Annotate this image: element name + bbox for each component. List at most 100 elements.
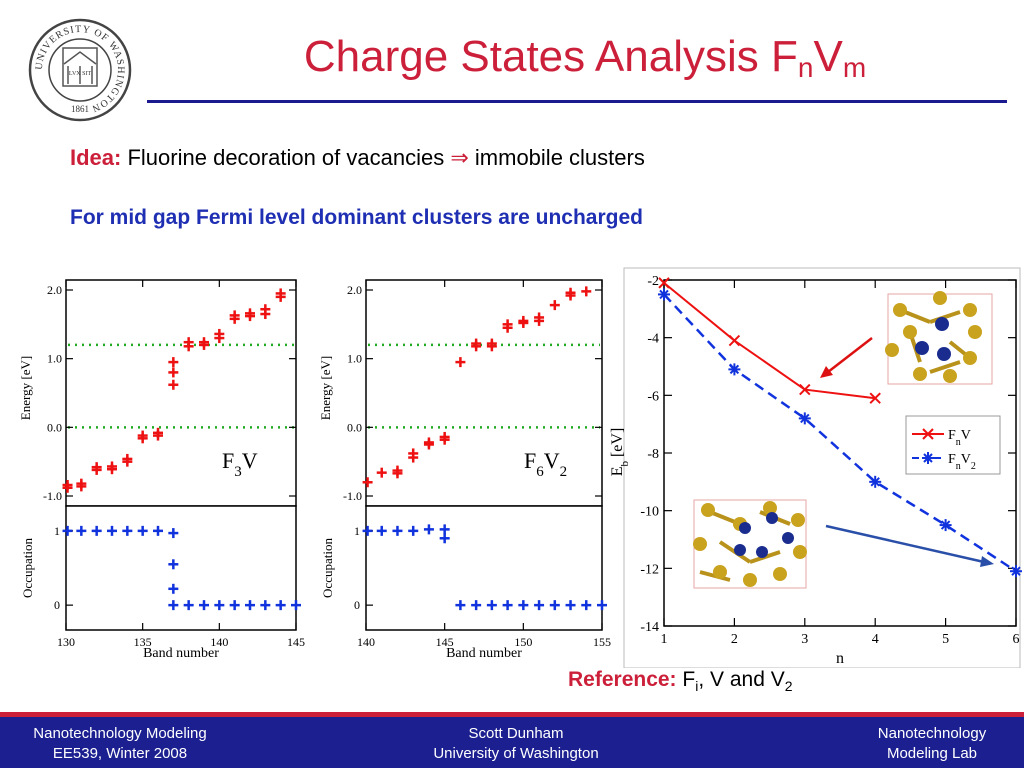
energy-level-marker bbox=[153, 430, 163, 441]
energy-level-marker bbox=[168, 379, 179, 390]
footer-author: Scott Dunham University of Washington bbox=[433, 725, 599, 762]
eb-ytick-label: -12 bbox=[640, 562, 659, 577]
series-point-fnv2 bbox=[658, 288, 670, 301]
energy-level-marker bbox=[122, 456, 133, 467]
seal-motto: LVX SIT bbox=[69, 71, 92, 77]
energy-level-marker bbox=[565, 287, 576, 298]
f6v2-energy-plot: -1.0 0.0 1.0 2.0 bbox=[343, 283, 602, 503]
occupation-marker bbox=[168, 528, 179, 539]
energy-level-marker bbox=[183, 337, 194, 348]
occupation-marker bbox=[168, 583, 179, 594]
f6v2-xlabel: Band number bbox=[446, 646, 522, 661]
occupation-marker bbox=[376, 525, 387, 536]
idea-line: Idea: Fluorine decoration of vacancies ⇒… bbox=[70, 145, 645, 171]
occupation-marker bbox=[260, 600, 271, 611]
series-point-fnv bbox=[658, 277, 670, 289]
occupation-marker bbox=[245, 600, 255, 611]
energy-level-marker bbox=[518, 315, 529, 326]
eb-xtick-label: 6 bbox=[1013, 632, 1020, 647]
energy-level-marker bbox=[471, 338, 482, 349]
series-point-fnv2 bbox=[939, 519, 952, 532]
eb-xlabel: n bbox=[836, 650, 844, 667]
energy-level-marker bbox=[376, 467, 387, 478]
eb-legend: FnV FnV2 bbox=[905, 415, 1001, 475]
band-xtick-label: 150 bbox=[514, 635, 532, 649]
eb-plot-area: -14 -12 -10 -8 -6 -4 -2 1 2 3 4 5 6 bbox=[640, 274, 1022, 647]
energy-level-marker bbox=[455, 357, 466, 368]
title-divider bbox=[147, 100, 1007, 103]
series-point-fnv2 bbox=[1010, 565, 1022, 578]
band-xtick-label: 145 bbox=[287, 635, 305, 649]
f3v-energy-plot: -1.0 0.0 1.0 2.0 bbox=[43, 283, 296, 503]
legend-entry-fnv2: FnV2 bbox=[948, 452, 976, 472]
occupation-marker bbox=[183, 600, 194, 611]
occupation-ytick-label: 1 bbox=[354, 524, 360, 538]
occupation-marker bbox=[408, 525, 419, 536]
eb-ylabel: Eb [eV] bbox=[609, 428, 631, 477]
occupation-marker bbox=[275, 600, 286, 611]
occupation-marker bbox=[91, 525, 102, 536]
energy-level-marker bbox=[199, 337, 209, 348]
occupation-ytick-label: 0 bbox=[54, 598, 60, 612]
eb-xtick-label: 4 bbox=[872, 632, 879, 647]
energy-level-marker bbox=[76, 481, 87, 492]
energy-level-marker bbox=[486, 338, 497, 349]
legend-marker-star-icon bbox=[922, 452, 934, 464]
fnv2-cluster-image bbox=[693, 499, 807, 589]
occupation-marker bbox=[423, 524, 434, 535]
energy-ytick-label: -1.0 bbox=[43, 489, 62, 503]
occupation-marker bbox=[502, 600, 513, 611]
energy-level-marker bbox=[168, 357, 179, 368]
footer-course: Nanotechnology Modeling EE539, Winter 20… bbox=[33, 725, 207, 762]
pointer-arrow-blue-icon bbox=[825, 524, 994, 567]
idea-label: Idea: bbox=[70, 145, 122, 170]
occupation-marker bbox=[62, 525, 73, 536]
idea-text-2: immobile clusters bbox=[474, 145, 645, 170]
occupation-ytick-label: 0 bbox=[354, 598, 360, 612]
occupation-marker bbox=[455, 600, 466, 611]
occupation-marker bbox=[597, 600, 607, 611]
occupation-marker bbox=[581, 600, 592, 611]
occupation-marker bbox=[229, 600, 240, 611]
series-point-fnv2 bbox=[869, 475, 882, 488]
energy-level-marker bbox=[502, 319, 513, 330]
energy-level-marker bbox=[260, 304, 271, 315]
f3v-band-chart: -1.0 0.0 1.0 2.0 0 1 130 135 140 145 F3V Energy … bbox=[18, 279, 305, 661]
idea-text-1: Fluorine decoration of vacancies bbox=[127, 145, 445, 170]
energy-level-marker bbox=[362, 477, 373, 488]
series-point-fnv2 bbox=[798, 412, 811, 425]
series-point-fnv bbox=[799, 383, 811, 396]
occupation-marker bbox=[439, 533, 450, 544]
footer-bar: Nanotechnology Modeling EE539, Winter 20… bbox=[0, 712, 1024, 768]
band-xtick-label: 140 bbox=[210, 635, 228, 649]
band-xtick-label: 145 bbox=[436, 635, 454, 649]
eb-xtick-label: 1 bbox=[661, 632, 668, 647]
f6v2-occupation-plot: 0 1 140 145 150 155 bbox=[354, 280, 611, 649]
energy-ytick-label: 0.0 bbox=[47, 420, 62, 434]
energy-level-marker bbox=[245, 308, 255, 319]
energy-level-marker bbox=[62, 482, 73, 493]
implies-arrow-icon: ⇒ bbox=[450, 145, 469, 170]
energy-ytick-label: 1.0 bbox=[347, 352, 362, 366]
occupation-marker bbox=[486, 600, 497, 611]
legend-entry-fnv: FnV bbox=[948, 428, 971, 448]
occupation-marker bbox=[122, 525, 133, 536]
series-point-fnv bbox=[869, 392, 881, 404]
energy-level-marker bbox=[408, 452, 419, 463]
occupation-marker bbox=[137, 525, 148, 536]
subheading: For mid gap Fermi level dominant cluster… bbox=[70, 206, 643, 229]
energy-level-marker bbox=[581, 286, 592, 297]
energy-level-marker bbox=[439, 434, 450, 445]
occupation-marker bbox=[534, 600, 545, 611]
seal-year: 1861 bbox=[71, 104, 89, 114]
band-xtick-label: 140 bbox=[357, 635, 375, 649]
occupation-marker bbox=[565, 600, 576, 611]
occupation-marker bbox=[549, 600, 560, 611]
binding-energy-chart: -14 -12 -10 -8 -6 -4 -2 1 2 3 4 5 6 bbox=[609, 267, 1022, 668]
occupation-marker bbox=[214, 600, 225, 611]
eb-xtick-label: 5 bbox=[942, 632, 949, 647]
series-point-fnv2 bbox=[728, 363, 741, 376]
energy-level-marker bbox=[534, 312, 545, 323]
band-xtick-label: 155 bbox=[593, 635, 611, 649]
slide-title: Charge States Analysis FnVm bbox=[303, 32, 867, 83]
